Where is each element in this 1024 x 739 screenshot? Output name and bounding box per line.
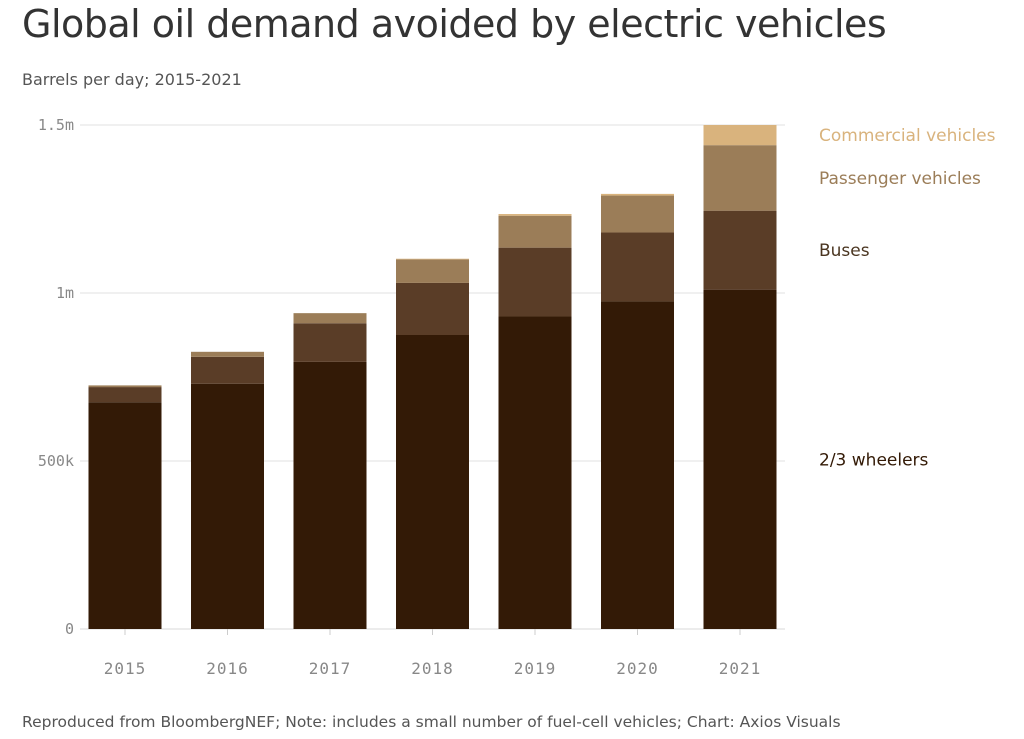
legend-label-passenger-vehicles: Passenger vehicles: [819, 169, 981, 189]
bar-commercial-vehicles-2020: [601, 193, 674, 196]
bar-passenger-vehicles-2017: [293, 313, 367, 324]
chart-subtitle: Barrels per day; 2015-2021: [22, 70, 242, 89]
y-tick-label: 1.5m: [38, 116, 74, 134]
stacked-bar-chart: 0 500k 1m 1.5m 2015 2016 2017 2018 2019 2020 2021…: [38, 116, 996, 678]
bar-passenger-vehicles-2021: [703, 145, 777, 211]
bar-buses-2021: [703, 210, 777, 290]
x-tick-label: 2016: [206, 659, 249, 678]
bar-commercial-vehicles-2021: [703, 125, 777, 146]
bar-2-3-wheelers-2015: [88, 402, 162, 629]
bar-2-3-wheelers-2016: [191, 383, 264, 629]
bar-buses-2019: [498, 247, 572, 317]
bar-commercial-vehicles-2019: [498, 214, 572, 216]
y-tick-label: 1m: [56, 284, 74, 302]
bars: [88, 125, 777, 629]
bar-passenger-vehicles-2016: [191, 351, 264, 357]
bar-buses-2018: [396, 282, 469, 335]
bar-passenger-vehicles-2015: [88, 385, 162, 388]
bar-passenger-vehicles-2020: [601, 195, 674, 233]
bar-2-3-wheelers-2021: [703, 289, 777, 629]
x-tick-label: 2017: [309, 659, 352, 678]
bar-passenger-vehicles-2018: [396, 259, 469, 283]
bar-2-3-wheelers-2019: [498, 316, 572, 629]
x-axis: 2015 2016 2017 2018 2019 2020 2021: [104, 629, 762, 678]
x-tick-label: 2019: [514, 659, 557, 678]
x-tick-label: 2015: [104, 659, 147, 678]
legend-label-commercial-vehicles: Commercial vehicles: [819, 126, 996, 146]
y-tick-label: 0: [65, 620, 74, 638]
x-tick-label: 2020: [616, 659, 659, 678]
bar-2-3-wheelers-2018: [396, 335, 469, 629]
bar-buses-2017: [293, 323, 367, 362]
y-tick-label: 500k: [38, 452, 74, 470]
bar-buses-2020: [601, 232, 674, 302]
bar-buses-2015: [88, 387, 162, 403]
chart-footer: Reproduced from BloombergNEF; Note: incl…: [22, 713, 841, 731]
bar-2-3-wheelers-2017: [293, 361, 367, 629]
x-tick-label: 2021: [719, 659, 762, 678]
legend-label-2-3-wheelers: 2/3 wheelers: [819, 450, 929, 470]
chart-title: Global oil demand avoided by electric ve…: [22, 2, 887, 46]
legend-label-buses: Buses: [819, 241, 870, 261]
bar-passenger-vehicles-2019: [498, 215, 572, 248]
bar-buses-2016: [191, 356, 264, 384]
y-axis: 0 500k 1m 1.5m: [38, 116, 74, 638]
legend: Commercial vehicles Passenger vehicles Bus…: [819, 126, 996, 470]
x-tick-label: 2018: [411, 659, 454, 678]
bar-2-3-wheelers-2020: [601, 301, 674, 629]
bar-commercial-vehicles-2018: [396, 258, 469, 260]
